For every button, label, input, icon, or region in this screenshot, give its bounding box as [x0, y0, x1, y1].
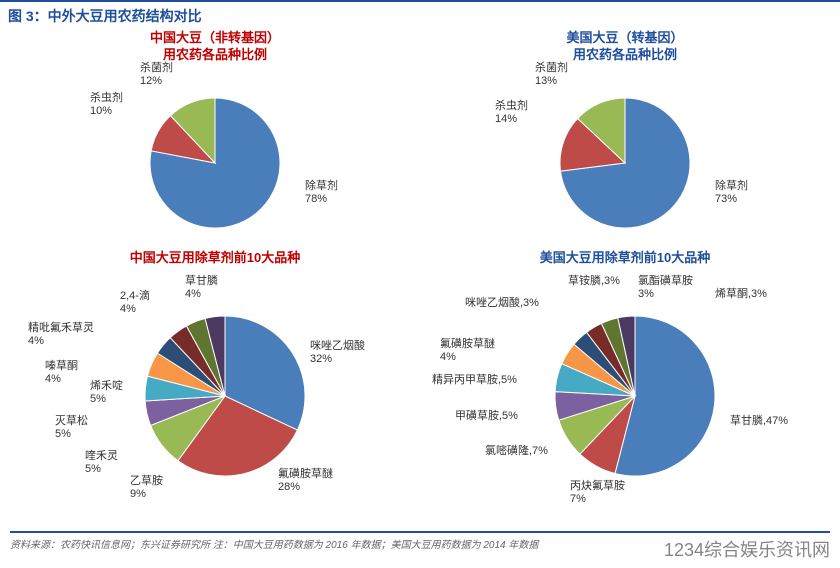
slice-label: 精吡氟禾草灵4%: [28, 322, 94, 348]
slice-label: 丙炔氟草胺7%: [570, 480, 625, 506]
slice-label: 草铵膦,3%: [568, 275, 620, 288]
chart-title: 中国大豆用除草剂前10大品种: [10, 250, 420, 267]
slice-label: 杀菌剂13%: [535, 62, 568, 88]
slice-label: 除草剂73%: [715, 180, 748, 206]
slice-label: 杀虫剂14%: [495, 100, 528, 126]
slice-label: 杀虫剂10%: [90, 92, 123, 118]
figure-header: 图 3：中外大豆用农药结构对比: [0, 0, 840, 30]
slice-label: 喹禾灵5%: [85, 450, 118, 476]
slice-label: 精异丙甲草胺,5%: [432, 374, 517, 387]
slice-label: 氯酯磺草胺3%: [638, 275, 693, 301]
chart-title: 中国大豆（非转基因）用农药各品种比例: [10, 30, 420, 64]
slice-label: 氟磺胺草醚4%: [440, 338, 495, 364]
slice-label: 乙草胺9%: [130, 475, 163, 501]
chart-cell-bl: 中国大豆用除草剂前10大品种咪唑乙烟酸32% 氟磺胺草醚28% 乙草胺9% 喹禾灵5%…: [10, 250, 420, 510]
slice-label: 烯禾啶5%: [90, 380, 123, 406]
slice-label: 氟磺胺草醚28%: [278, 468, 333, 494]
chart-title: 美国大豆用除草剂前10大品种: [420, 250, 830, 267]
footer: 资料来源：农药快讯信息网；东兴证券研究所 注：中国大豆用药数据为 2016 年数…: [10, 531, 830, 562]
watermark: 1234综合娱乐资讯网: [664, 536, 830, 562]
slice-label: 甲磺草胺,5%: [455, 410, 518, 423]
slice-label: 灭草松5%: [55, 415, 88, 441]
slice-label: 草甘膦4%: [185, 275, 218, 301]
chart-cell-tl: 中国大豆（非转基因）用农药各品种比例除草剂78% 杀虫剂10% 杀菌剂12%: [10, 30, 420, 250]
slice-label: 烯草酮,3%: [715, 288, 767, 301]
slice-label: 咪唑乙烟酸,3%: [465, 297, 539, 310]
slice-label: 氯嘧磺隆,7%: [485, 445, 548, 458]
source-text: 资料来源：农药快讯信息网；东兴证券研究所 注：中国大豆用药数据为 2016 年数…: [10, 536, 538, 562]
slice-label: 2,4-滴4%: [120, 290, 150, 316]
chart-grid: 中国大豆（非转基因）用农药各品种比例除草剂78% 杀虫剂10% 杀菌剂12% 美国大…: [0, 30, 840, 510]
slice-label: 草甘膦,47%: [730, 415, 788, 428]
slice-label: 除草剂78%: [305, 180, 338, 206]
chart-cell-br: 美国大豆用除草剂前10大品种草甘膦,47% 丙炔氟草胺7% 氯嘧磺隆,7% 甲磺草胺,…: [420, 250, 830, 510]
slice-label: 嗪草酮4%: [45, 360, 78, 386]
slice-label: 咪唑乙烟酸32%: [310, 340, 365, 366]
slice-label: 杀菌剂12%: [140, 62, 173, 88]
chart-title: 美国大豆（转基因）用农药各品种比例: [420, 30, 830, 64]
chart-cell-tr: 美国大豆（转基因）用农药各品种比例除草剂73% 杀虫剂14% 杀菌剂13%: [420, 30, 830, 250]
